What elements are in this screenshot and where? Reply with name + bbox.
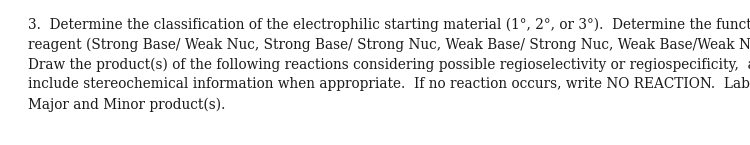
Text: include stereochemical information when appropriate.  If no reaction occurs, wri: include stereochemical information when …	[28, 77, 750, 91]
Text: 3.  Determine the classification of the electrophilic starting material (1°, 2°,: 3. Determine the classification of the e…	[28, 18, 750, 32]
Text: Draw the product(s) of the following reactions considering possible regioselecti: Draw the product(s) of the following rea…	[28, 58, 750, 72]
Text: Major and Minor product(s).: Major and Minor product(s).	[28, 97, 225, 112]
Text: reagent (Strong Base/ Weak Nuc, Strong Base/ Strong Nuc, Weak Base/ Strong Nuc, : reagent (Strong Base/ Weak Nuc, Strong B…	[28, 38, 750, 52]
